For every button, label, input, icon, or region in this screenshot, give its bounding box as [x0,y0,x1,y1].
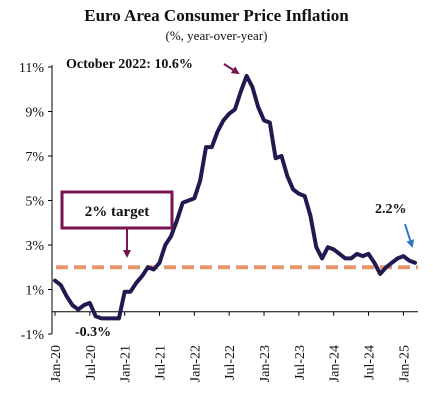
y-tick-label: 11% [19,61,44,76]
y-tick-label: -1% [21,328,45,343]
x-tick-label: Jul-20 [84,345,99,380]
y-tick-label: 5% [25,195,44,210]
low-annotation-label: -0.3% [75,325,111,340]
y-tick-label: 1% [25,284,44,299]
x-tick-label: Jan-23 [258,345,273,382]
x-tick-label: Jul-21 [154,345,169,380]
x-tick-label: Jan-24 [328,345,343,382]
x-tick-label: Jan-22 [188,345,203,382]
chart-title: Euro Area Consumer Price Inflation [84,6,349,25]
chart-subtitle: (%, year-over-year) [165,28,268,43]
y-tick-label: 9% [25,106,44,121]
target-label-box [60,190,174,230]
x-tick-label: Jul-24 [363,345,378,380]
x-tick-label: Jan-21 [119,345,134,382]
latest-annotation-label: 2.2% [375,202,407,217]
peak-arrow [223,63,240,75]
x-tick-label: Jan-25 [397,345,412,382]
y-tick-label: 3% [25,239,44,254]
series-line [53,73,417,321]
x-tick-label: Jul-22 [223,345,238,380]
y-tick-label: 7% [25,150,44,165]
target-label: 2% target [85,204,150,220]
x-tick-label: Jul-23 [293,345,308,380]
latest-arrow [404,223,414,248]
x-tick-label: Jan-20 [49,345,64,382]
peak-annotation-label: October 2022: 10.6% [66,57,193,72]
